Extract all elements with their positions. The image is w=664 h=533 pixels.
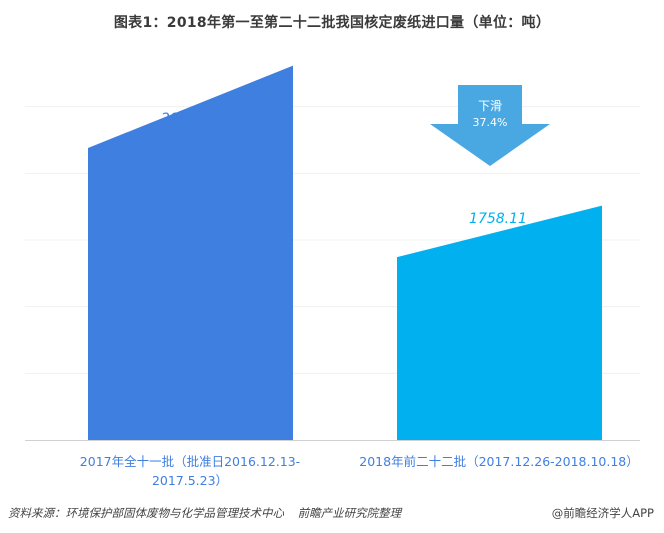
- x-tick-label: 2018年前二十二批（2017.12.26-2018.10.18）: [359, 454, 638, 469]
- decline-arrow: [430, 85, 550, 166]
- data-label: 1758.11: [469, 211, 527, 227]
- app-watermark: @前瞻经济学人APP: [551, 506, 654, 520]
- x-tick-label: 2017年全十一批（批准日2016.12.13-: [80, 454, 300, 469]
- bar: [88, 65, 293, 441]
- chart-title: 图表1：2018年第一至第二十二批我国核定废纸进口量（单位：吨）: [113, 15, 551, 31]
- source-label: 资料来源：环境保护部固体废物与化学品管理技术中心: [8, 506, 284, 520]
- source-org: 前瞻产业研究院整理: [297, 506, 402, 520]
- x-tick-label: 2017.5.23）: [152, 473, 228, 488]
- bar: [397, 205, 602, 440]
- source-note: 资料来源：环境保护部固体废物与化学品管理技术中心 前瞻产业研究院整理: [8, 505, 411, 521]
- data-label: 2807.67: [161, 111, 219, 127]
- decline-percent: 37.4%: [473, 116, 508, 129]
- decline-label: 下滑: [478, 99, 502, 113]
